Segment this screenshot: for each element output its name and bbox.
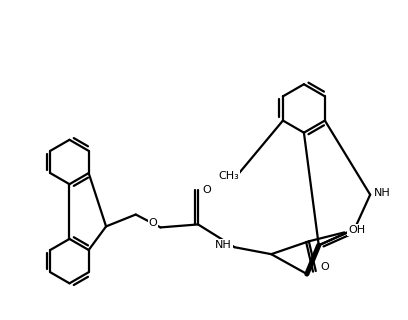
Text: NH: NH: [215, 240, 232, 250]
Text: OH: OH: [348, 225, 365, 235]
Text: O: O: [202, 185, 211, 195]
Text: NH: NH: [374, 188, 391, 198]
Text: CH₃: CH₃: [218, 171, 239, 181]
Text: O: O: [149, 218, 157, 228]
Text: O: O: [320, 262, 329, 272]
